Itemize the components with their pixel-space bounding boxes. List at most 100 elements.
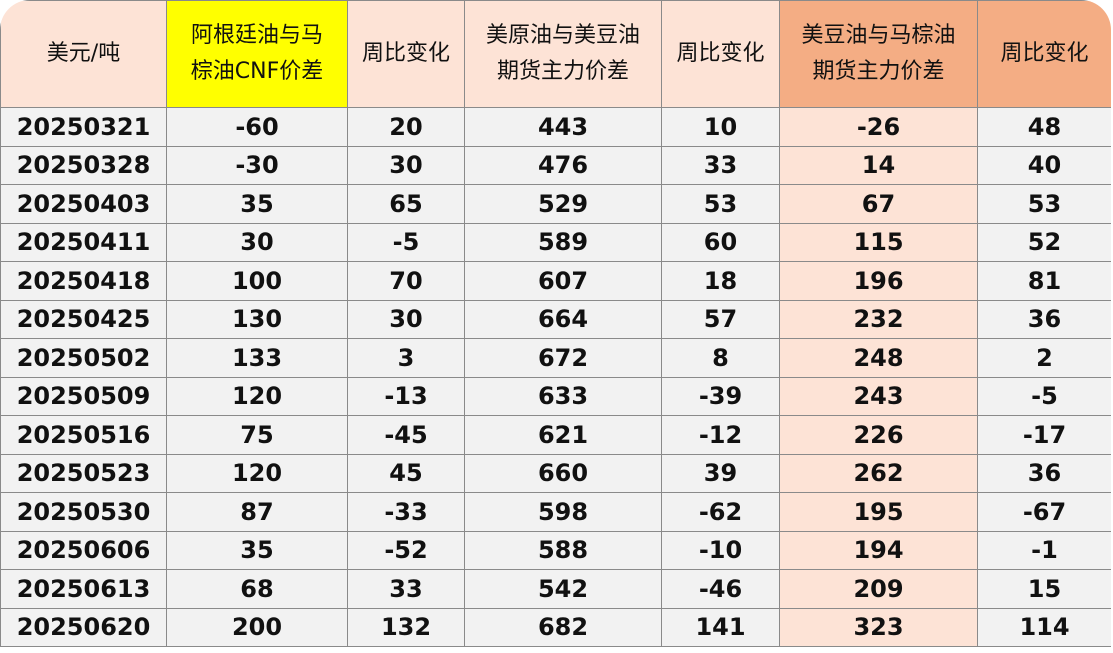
value-cell: 35 [166, 184, 348, 224]
value-cell: 36 [977, 299, 1111, 339]
date-cell: 20250328 [0, 145, 167, 185]
value-cell: 87 [166, 492, 348, 532]
header-text-line: 期货主力价差 [812, 59, 945, 84]
value-cell: -1 [977, 530, 1111, 570]
value-cell: 33 [661, 145, 780, 185]
header-text-line: 美原油与美豆油 [485, 23, 640, 48]
date-cell: 20250321 [0, 107, 167, 147]
header-weekly-change-2: 周比变化 [661, 0, 780, 108]
value-cell: 70 [347, 261, 465, 301]
value-cell: 476 [464, 145, 662, 185]
date-cell: 20250425 [0, 299, 167, 339]
table-row: 20250530 87 -33 598 -62 195 -67 [0, 492, 1111, 532]
value-cell: 660 [464, 453, 662, 493]
value-cell: 114 [977, 607, 1111, 647]
table-row: 20250418 100 70 607 18 196 81 [0, 261, 1111, 301]
header-text-line: 周比变化 [1000, 41, 1089, 66]
header-text-line: 美豆油与马棕油 [801, 23, 956, 48]
value-cell: -67 [977, 492, 1111, 532]
value-cell: 232 [779, 299, 978, 339]
value-cell: 262 [779, 453, 978, 493]
value-cell: 100 [166, 261, 348, 301]
value-cell: 81 [977, 261, 1111, 301]
value-cell: 35 [166, 530, 348, 570]
value-cell: 141 [661, 607, 780, 647]
header-weekly-change-1: 周比变化 [347, 0, 465, 108]
value-cell: -12 [661, 415, 780, 455]
table-row: 20250523 120 45 660 39 262 36 [0, 453, 1111, 493]
value-cell: 589 [464, 222, 662, 262]
value-cell: 53 [661, 184, 780, 224]
header-weekly-change-3: 周比变化 [977, 0, 1111, 108]
value-cell: -52 [347, 530, 465, 570]
header-row: 美元/吨 阿根廷油与马 棕油CNF价差 周比变化 美原油与美豆油 期货主力价差 周比变化 美豆… [0, 0, 1111, 108]
value-cell: -62 [661, 492, 780, 532]
value-cell: 621 [464, 415, 662, 455]
value-cell: 598 [464, 492, 662, 532]
value-cell: 664 [464, 299, 662, 339]
table-row: 20250613 68 33 542 -46 209 15 [0, 569, 1111, 609]
value-cell: 30 [347, 145, 465, 185]
value-cell: -5 [977, 376, 1111, 416]
table-row: 20250403 35 65 529 53 67 53 [0, 184, 1111, 224]
date-cell: 20250523 [0, 453, 167, 493]
value-cell: 15 [977, 569, 1111, 609]
value-cell: 248 [779, 338, 978, 378]
value-cell: 75 [166, 415, 348, 455]
value-cell: -17 [977, 415, 1111, 455]
date-cell: 20250516 [0, 415, 167, 455]
table-row: 20250620 200 132 682 141 323 114 [0, 607, 1111, 647]
date-cell: 20250509 [0, 376, 167, 416]
table-row: 20250606 35 -52 588 -10 194 -1 [0, 530, 1111, 570]
value-cell: 529 [464, 184, 662, 224]
value-cell: 30 [166, 222, 348, 262]
date-cell: 20250502 [0, 338, 167, 378]
value-cell: 115 [779, 222, 978, 262]
value-cell: 14 [779, 145, 978, 185]
value-cell: 20 [347, 107, 465, 147]
header-text-line: 周比变化 [676, 41, 765, 66]
table-row: 20250502 133 3 672 8 248 2 [0, 338, 1111, 378]
date-cell: 20250411 [0, 222, 167, 262]
value-cell: 60 [661, 222, 780, 262]
value-cell: 130 [166, 299, 348, 339]
value-cell: -46 [661, 569, 780, 609]
value-cell: 588 [464, 530, 662, 570]
value-cell: 36 [977, 453, 1111, 493]
header-argentina-palm-cnf-spread: 阿根廷油与马 棕油CNF价差 [166, 0, 348, 108]
value-cell: 3 [347, 338, 465, 378]
value-cell: 52 [977, 222, 1111, 262]
value-cell: 2 [977, 338, 1111, 378]
value-cell: 40 [977, 145, 1111, 185]
value-cell: 209 [779, 569, 978, 609]
date-cell: 20250403 [0, 184, 167, 224]
value-cell: 226 [779, 415, 978, 455]
value-cell: 33 [347, 569, 465, 609]
value-cell: 542 [464, 569, 662, 609]
value-cell: -39 [661, 376, 780, 416]
value-cell: 196 [779, 261, 978, 301]
date-cell: 20250620 [0, 607, 167, 647]
value-cell: 45 [347, 453, 465, 493]
header-crude-soyoil-spread: 美原油与美豆油 期货主力价差 [464, 0, 662, 108]
value-cell: 133 [166, 338, 348, 378]
value-cell: -60 [166, 107, 348, 147]
header-text-line: 阿根廷油与马 [190, 23, 323, 48]
header-text-line: 美元/吨 [46, 41, 121, 66]
value-cell: 243 [779, 376, 978, 416]
value-cell: -33 [347, 492, 465, 532]
table-row: 20250509 120 -13 633 -39 243 -5 [0, 376, 1111, 416]
value-cell: 57 [661, 299, 780, 339]
value-cell: -45 [347, 415, 465, 455]
value-cell: -10 [661, 530, 780, 570]
value-cell: 195 [779, 492, 978, 532]
table-row: 20250425 130 30 664 57 232 36 [0, 299, 1111, 339]
value-cell: 607 [464, 261, 662, 301]
value-cell: 68 [166, 569, 348, 609]
table-row: 20250516 75 -45 621 -12 226 -17 [0, 415, 1111, 455]
value-cell: 65 [347, 184, 465, 224]
value-cell: 18 [661, 261, 780, 301]
value-cell: 194 [779, 530, 978, 570]
